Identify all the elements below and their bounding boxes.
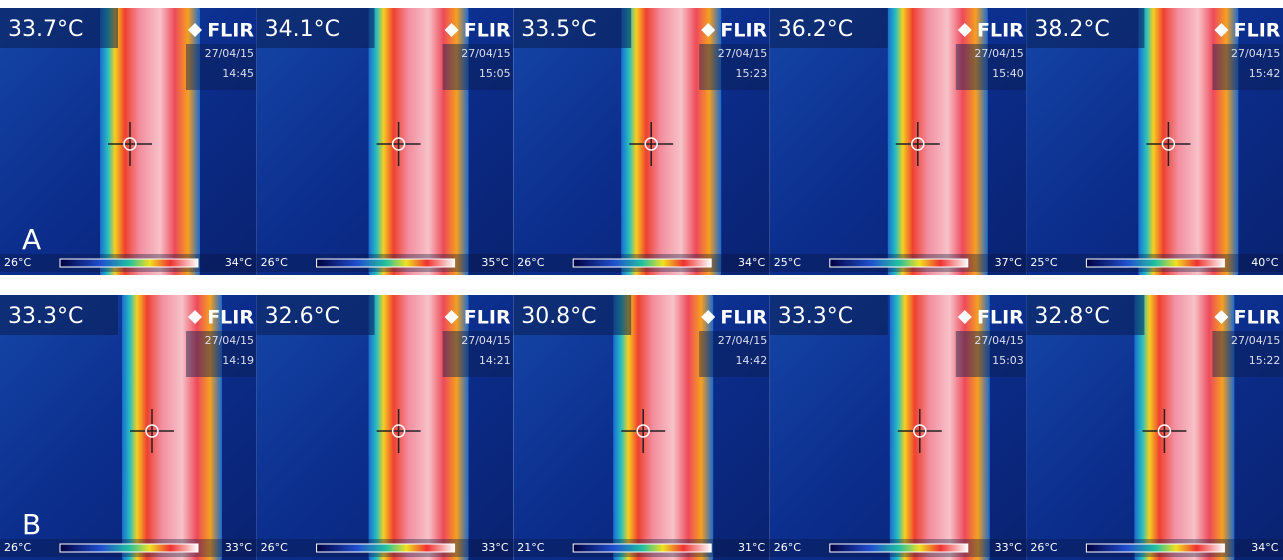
scale-max: 34°C — [738, 256, 765, 269]
time: 14:21 — [479, 354, 511, 367]
scale-min: 26°C — [261, 541, 288, 554]
date: 27/04/15 — [461, 47, 510, 60]
temperature-reading: 34.1°C — [265, 17, 340, 42]
color-scale-bar — [830, 544, 968, 552]
thermal-panel: 30.8°C FLIR 27/04/15 14:42 21°C 31°C — [513, 290, 771, 560]
temperature-reading: 33.3°C — [778, 304, 853, 329]
scale-max: 33°C — [995, 541, 1022, 554]
arm-heat-region — [122, 290, 222, 560]
time: 14:45 — [222, 67, 254, 80]
scale-min: 26°C — [261, 256, 288, 269]
time: 15:40 — [992, 67, 1024, 80]
scale-max: 33°C — [225, 541, 252, 554]
brand-logo: FLIR — [720, 20, 767, 42]
date: 27/04/15 — [974, 334, 1023, 347]
scale-min: 21°C — [517, 541, 544, 554]
brand-logo: FLIR — [464, 307, 511, 329]
color-scale-bar — [1086, 544, 1224, 552]
brand-logo: FLIR — [464, 20, 511, 42]
brand-logo: FLIR — [207, 307, 254, 329]
thermal-panel: 36.2°C FLIR 27/04/15 15:40 25°C 37°C — [770, 3, 1028, 280]
scale-min: 26°C — [4, 256, 31, 269]
color-scale-bar — [830, 259, 968, 267]
date: 27/04/15 — [974, 47, 1023, 60]
arm-heat-region — [890, 290, 990, 560]
time: 15:42 — [1249, 67, 1281, 80]
thermal-panel: 32.8°C FLIR 27/04/15 15:22 26°C 34°C — [1026, 290, 1283, 560]
color-scale-bar — [317, 259, 455, 267]
temperature-reading: 30.8°C — [521, 304, 596, 329]
row-label: A — [22, 223, 41, 256]
color-scale-bar — [1086, 259, 1224, 267]
thermal-panel: 33.7°C FLIR 27/04/15 14:45 26°C 34°C A — [0, 3, 258, 280]
date: 27/04/15 — [718, 47, 767, 60]
thermal-panel: 33.3°C FLIR 27/04/15 15:03 26°C 33°C — [770, 290, 1028, 560]
temperature-reading: 32.6°C — [265, 304, 340, 329]
brand-logo: FLIR — [977, 20, 1024, 42]
brand-logo: FLIR — [1234, 20, 1281, 42]
date: 27/04/15 — [461, 334, 510, 347]
color-scale-bar — [573, 259, 711, 267]
color-scale-bar — [60, 544, 198, 552]
temperature-reading: 32.8°C — [1034, 304, 1109, 329]
scale-max: 34°C — [1251, 541, 1278, 554]
thermal-panel: 38.2°C FLIR 27/04/15 15:42 25°C 40°C — [1026, 3, 1283, 280]
time: 14:19 — [222, 354, 254, 367]
color-scale-bar — [317, 544, 455, 552]
temperature-reading: 36.2°C — [778, 17, 853, 42]
time: 15:22 — [1249, 354, 1281, 367]
thermal-panel: 32.6°C FLIR 27/04/15 14:21 26°C 33°C — [257, 290, 515, 560]
scale-max: 40°C — [1251, 256, 1278, 269]
brand-logo: FLIR — [207, 20, 254, 42]
arm-heat-region — [369, 290, 469, 560]
scale-min: 26°C — [774, 541, 801, 554]
brand-logo: FLIR — [1234, 307, 1281, 329]
row-label: B — [22, 508, 41, 541]
scale-min: 26°C — [517, 256, 544, 269]
time: 15:03 — [992, 354, 1024, 367]
scale-max: 37°C — [995, 256, 1022, 269]
time: 14:42 — [735, 354, 767, 367]
scale-max: 31°C — [738, 541, 765, 554]
time: 15:05 — [479, 67, 511, 80]
date: 27/04/15 — [205, 334, 254, 347]
scale-min: 26°C — [4, 541, 31, 554]
temperature-reading: 33.3°C — [8, 304, 83, 329]
scale-min: 25°C — [1030, 256, 1057, 269]
color-scale-bar — [60, 259, 198, 267]
scale-min: 25°C — [774, 256, 801, 269]
thermal-panel: 33.5°C FLIR 27/04/15 15:23 26°C 34°C — [513, 3, 771, 280]
date: 27/04/15 — [205, 47, 254, 60]
scale-max: 34°C — [225, 256, 252, 269]
date: 27/04/15 — [1231, 334, 1280, 347]
temperature-reading: 33.7°C — [8, 17, 83, 42]
thermal-image-grid: 33.7°C FLIR 27/04/15 14:45 26°C 34°C A 34.1°C FL… — [0, 0, 1283, 560]
thermal-panel: 33.3°C FLIR 27/04/15 14:19 26°C 33°C B — [0, 290, 258, 560]
thermal-panel: 34.1°C FLIR 27/04/15 15:05 26°C 35°C — [257, 3, 515, 280]
scale-max: 33°C — [481, 541, 508, 554]
scale-min: 26°C — [1030, 541, 1057, 554]
arm-heat-region — [1134, 290, 1234, 560]
brand-logo: FLIR — [720, 307, 767, 329]
date: 27/04/15 — [718, 334, 767, 347]
temperature-reading: 38.2°C — [1034, 17, 1109, 42]
time: 15:23 — [735, 67, 767, 80]
temperature-reading: 33.5°C — [521, 17, 596, 42]
date: 27/04/15 — [1231, 47, 1280, 60]
brand-logo: FLIR — [977, 307, 1024, 329]
scale-max: 35°C — [481, 256, 508, 269]
color-scale-bar — [573, 544, 711, 552]
